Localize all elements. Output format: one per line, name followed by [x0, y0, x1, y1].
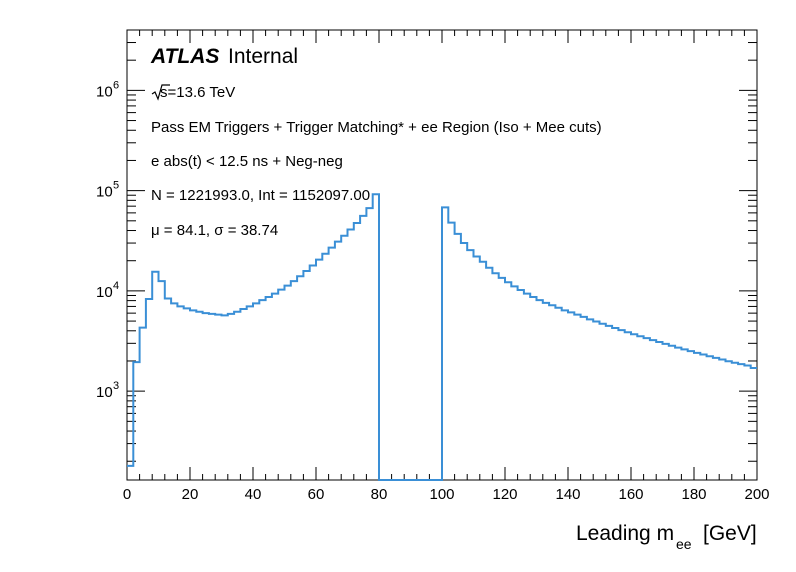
- y-tick-label-exponent: 3: [113, 380, 119, 392]
- x-tick-label: 180: [681, 486, 706, 503]
- x-tick-label: 140: [555, 486, 580, 503]
- x-axis-title: Leading m: [576, 522, 674, 545]
- x-tick-label: 120: [492, 486, 517, 503]
- x-tick-label: 200: [744, 486, 769, 503]
- x-tick-labels: 0 20 40 60 80 100 120 140 160 180 200: [123, 486, 770, 503]
- x-tick-label: 160: [618, 486, 643, 503]
- x-axis-title-subscript: ee: [676, 536, 692, 552]
- x-tick-label: 0: [123, 486, 131, 503]
- y-tick-label-exponent: 6: [113, 79, 119, 91]
- x-tick-label: 40: [245, 486, 262, 503]
- status-label: Internal: [228, 45, 298, 68]
- timing-label: e abs(t) < 12.5 ns + Neg-neg: [151, 153, 343, 170]
- x-tick-label: 100: [429, 486, 454, 503]
- y-tick-label: 10: [96, 184, 113, 201]
- histogram-line: [127, 193, 757, 481]
- y-tick-label: 10: [96, 83, 113, 100]
- atlas-label: ATLAS: [150, 45, 219, 68]
- selection-label: Pass EM Triggers + Trigger Matching* + e…: [151, 119, 602, 136]
- x-tick-label: 60: [308, 486, 325, 503]
- y-tick-label-exponent: 4: [113, 280, 119, 292]
- stats-label: μ = 84.1, σ = 38.74: [151, 222, 278, 239]
- y-tick-label-exponent: 5: [113, 180, 119, 192]
- axis-ticks: [126, 29, 758, 480]
- y-tick-label: 10: [96, 384, 113, 401]
- counts-label: N = 1221993.0, Int = 1152097.00: [151, 187, 370, 204]
- y-tick-label: 10: [96, 284, 113, 301]
- energy-label: s=13.6 TeV: [160, 84, 235, 101]
- sqrt-symbol: [151, 84, 170, 101]
- x-tick-label: 20: [182, 486, 199, 503]
- x-axis-title-unit: [GeV]: [703, 522, 757, 545]
- x-tick-label: 80: [371, 486, 388, 503]
